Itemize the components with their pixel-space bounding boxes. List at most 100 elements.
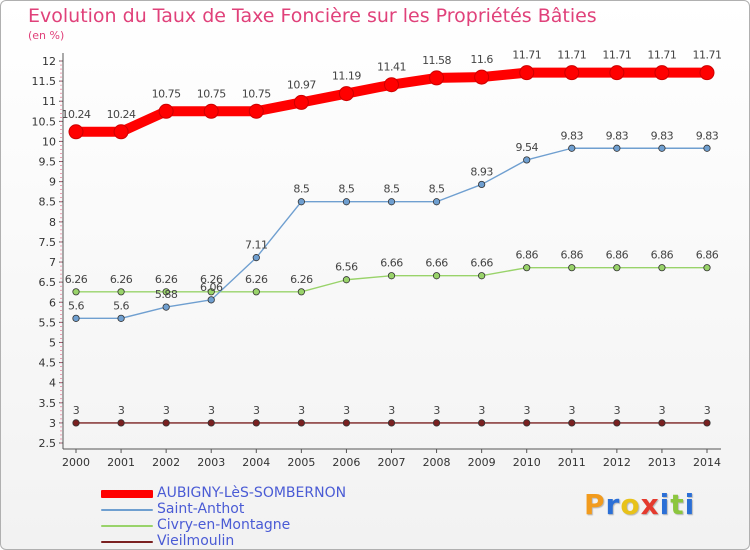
data-label: 5.6 [113, 299, 129, 312]
data-label: 3 [659, 404, 666, 417]
data-label: 3 [388, 404, 395, 417]
y-tick-label: 4.5 [39, 357, 57, 370]
data-label: 3 [298, 404, 305, 417]
y-tick-label: 10.5 [32, 115, 57, 128]
data-point [568, 144, 576, 152]
data-point [523, 264, 531, 272]
logo-letter: t [670, 488, 685, 521]
data-point [207, 296, 215, 304]
data-point [387, 198, 396, 206]
data-label: 6.26 [110, 273, 133, 286]
data-point [117, 419, 125, 427]
data-label: 10.97 [287, 78, 316, 91]
x-tick-label: 2001 [107, 456, 135, 469]
y-tick-label: 5 [49, 336, 56, 349]
data-label: 6.66 [425, 257, 448, 270]
data-point [297, 198, 305, 206]
y-tick-label: 8.5 [39, 196, 57, 209]
data-point [523, 156, 531, 164]
data-label: 3 [523, 404, 530, 417]
data-point [384, 77, 399, 93]
data-point [432, 198, 441, 206]
data-point [478, 180, 486, 189]
x-tick-label: 2003 [197, 456, 225, 469]
data-label: 10.75 [197, 87, 226, 100]
data-label: 3 [569, 404, 576, 417]
data-label: 11.71 [557, 49, 586, 62]
data-label: 3 [163, 404, 170, 417]
data-point [248, 103, 264, 119]
data-point [342, 276, 351, 284]
data-label: 9.83 [606, 129, 629, 142]
data-point [297, 288, 305, 296]
data-label: 8.5 [384, 183, 400, 196]
y-tick-label: 11.5 [32, 75, 57, 88]
data-point [207, 288, 215, 296]
data-label: 6.26 [200, 273, 223, 286]
data-point [699, 65, 715, 81]
data-label: 10.24 [62, 108, 91, 121]
data-point [478, 272, 486, 280]
x-tick-label: 2011 [558, 456, 586, 469]
data-point [564, 65, 580, 81]
y-tick-label: 4 [49, 377, 56, 390]
data-label: 3 [433, 404, 440, 417]
data-point [478, 419, 486, 427]
y-tick-label: 9 [49, 176, 56, 189]
data-point [72, 419, 80, 427]
data-label: 9.83 [696, 129, 719, 142]
data-point [342, 419, 351, 427]
y-tick-label: 10 [42, 135, 56, 148]
data-label: 8.93 [470, 165, 493, 178]
data-label: 8.5 [293, 183, 309, 196]
x-tick-label: 2007 [378, 456, 406, 469]
logo-letter: i [684, 488, 696, 521]
data-label: 10.75 [242, 87, 271, 100]
logo-letter: i [659, 488, 671, 521]
data-point [523, 419, 531, 427]
data-label: 3 [478, 404, 485, 417]
data-label: 7.11 [245, 239, 268, 252]
legend-swatch [101, 490, 153, 498]
data-point [613, 264, 621, 272]
data-point [658, 419, 666, 427]
data-point [72, 314, 80, 322]
data-label: 6.26 [155, 273, 178, 286]
data-point [162, 419, 170, 427]
data-point [342, 198, 351, 206]
data-point [117, 288, 125, 296]
x-tick-label: 2002 [152, 456, 180, 469]
data-label: 6.86 [515, 249, 538, 262]
chart-title: Evolution du Taux de Taxe Foncière sur l… [28, 5, 597, 27]
y-tick-label: 5.5 [39, 316, 57, 329]
data-label: 9.83 [651, 129, 674, 142]
data-point [703, 419, 711, 427]
data-label: 6.66 [470, 257, 493, 270]
y-tick-label: 7.5 [39, 236, 57, 249]
data-label: 11.58 [422, 54, 451, 67]
data-point [207, 419, 215, 427]
data-label: 6.86 [651, 249, 674, 262]
data-label: 3 [343, 404, 350, 417]
legend-swatch [101, 541, 153, 543]
y-tick-label: 2.5 [39, 437, 57, 450]
x-tick-label: 2009 [468, 456, 496, 469]
data-label: 11.19 [332, 70, 361, 83]
data-point [703, 264, 711, 272]
data-point [658, 264, 666, 272]
data-label: 8.5 [429, 183, 445, 196]
data-label: 5.88 [155, 288, 178, 301]
legend-swatch [101, 525, 153, 527]
unit-label: (en %) [28, 29, 65, 42]
data-point [72, 288, 80, 296]
legend-label: Civry-en-Montagne [157, 517, 291, 533]
legend-label: Vieilmoulin [157, 533, 235, 549]
data-label: 11.71 [693, 49, 722, 62]
data-label: 3 [118, 404, 125, 417]
data-point [252, 288, 260, 296]
y-tick-label: 3 [49, 417, 56, 430]
x-tick-label: 2010 [513, 456, 541, 469]
data-point [609, 65, 625, 81]
legend-swatch [101, 509, 153, 511]
